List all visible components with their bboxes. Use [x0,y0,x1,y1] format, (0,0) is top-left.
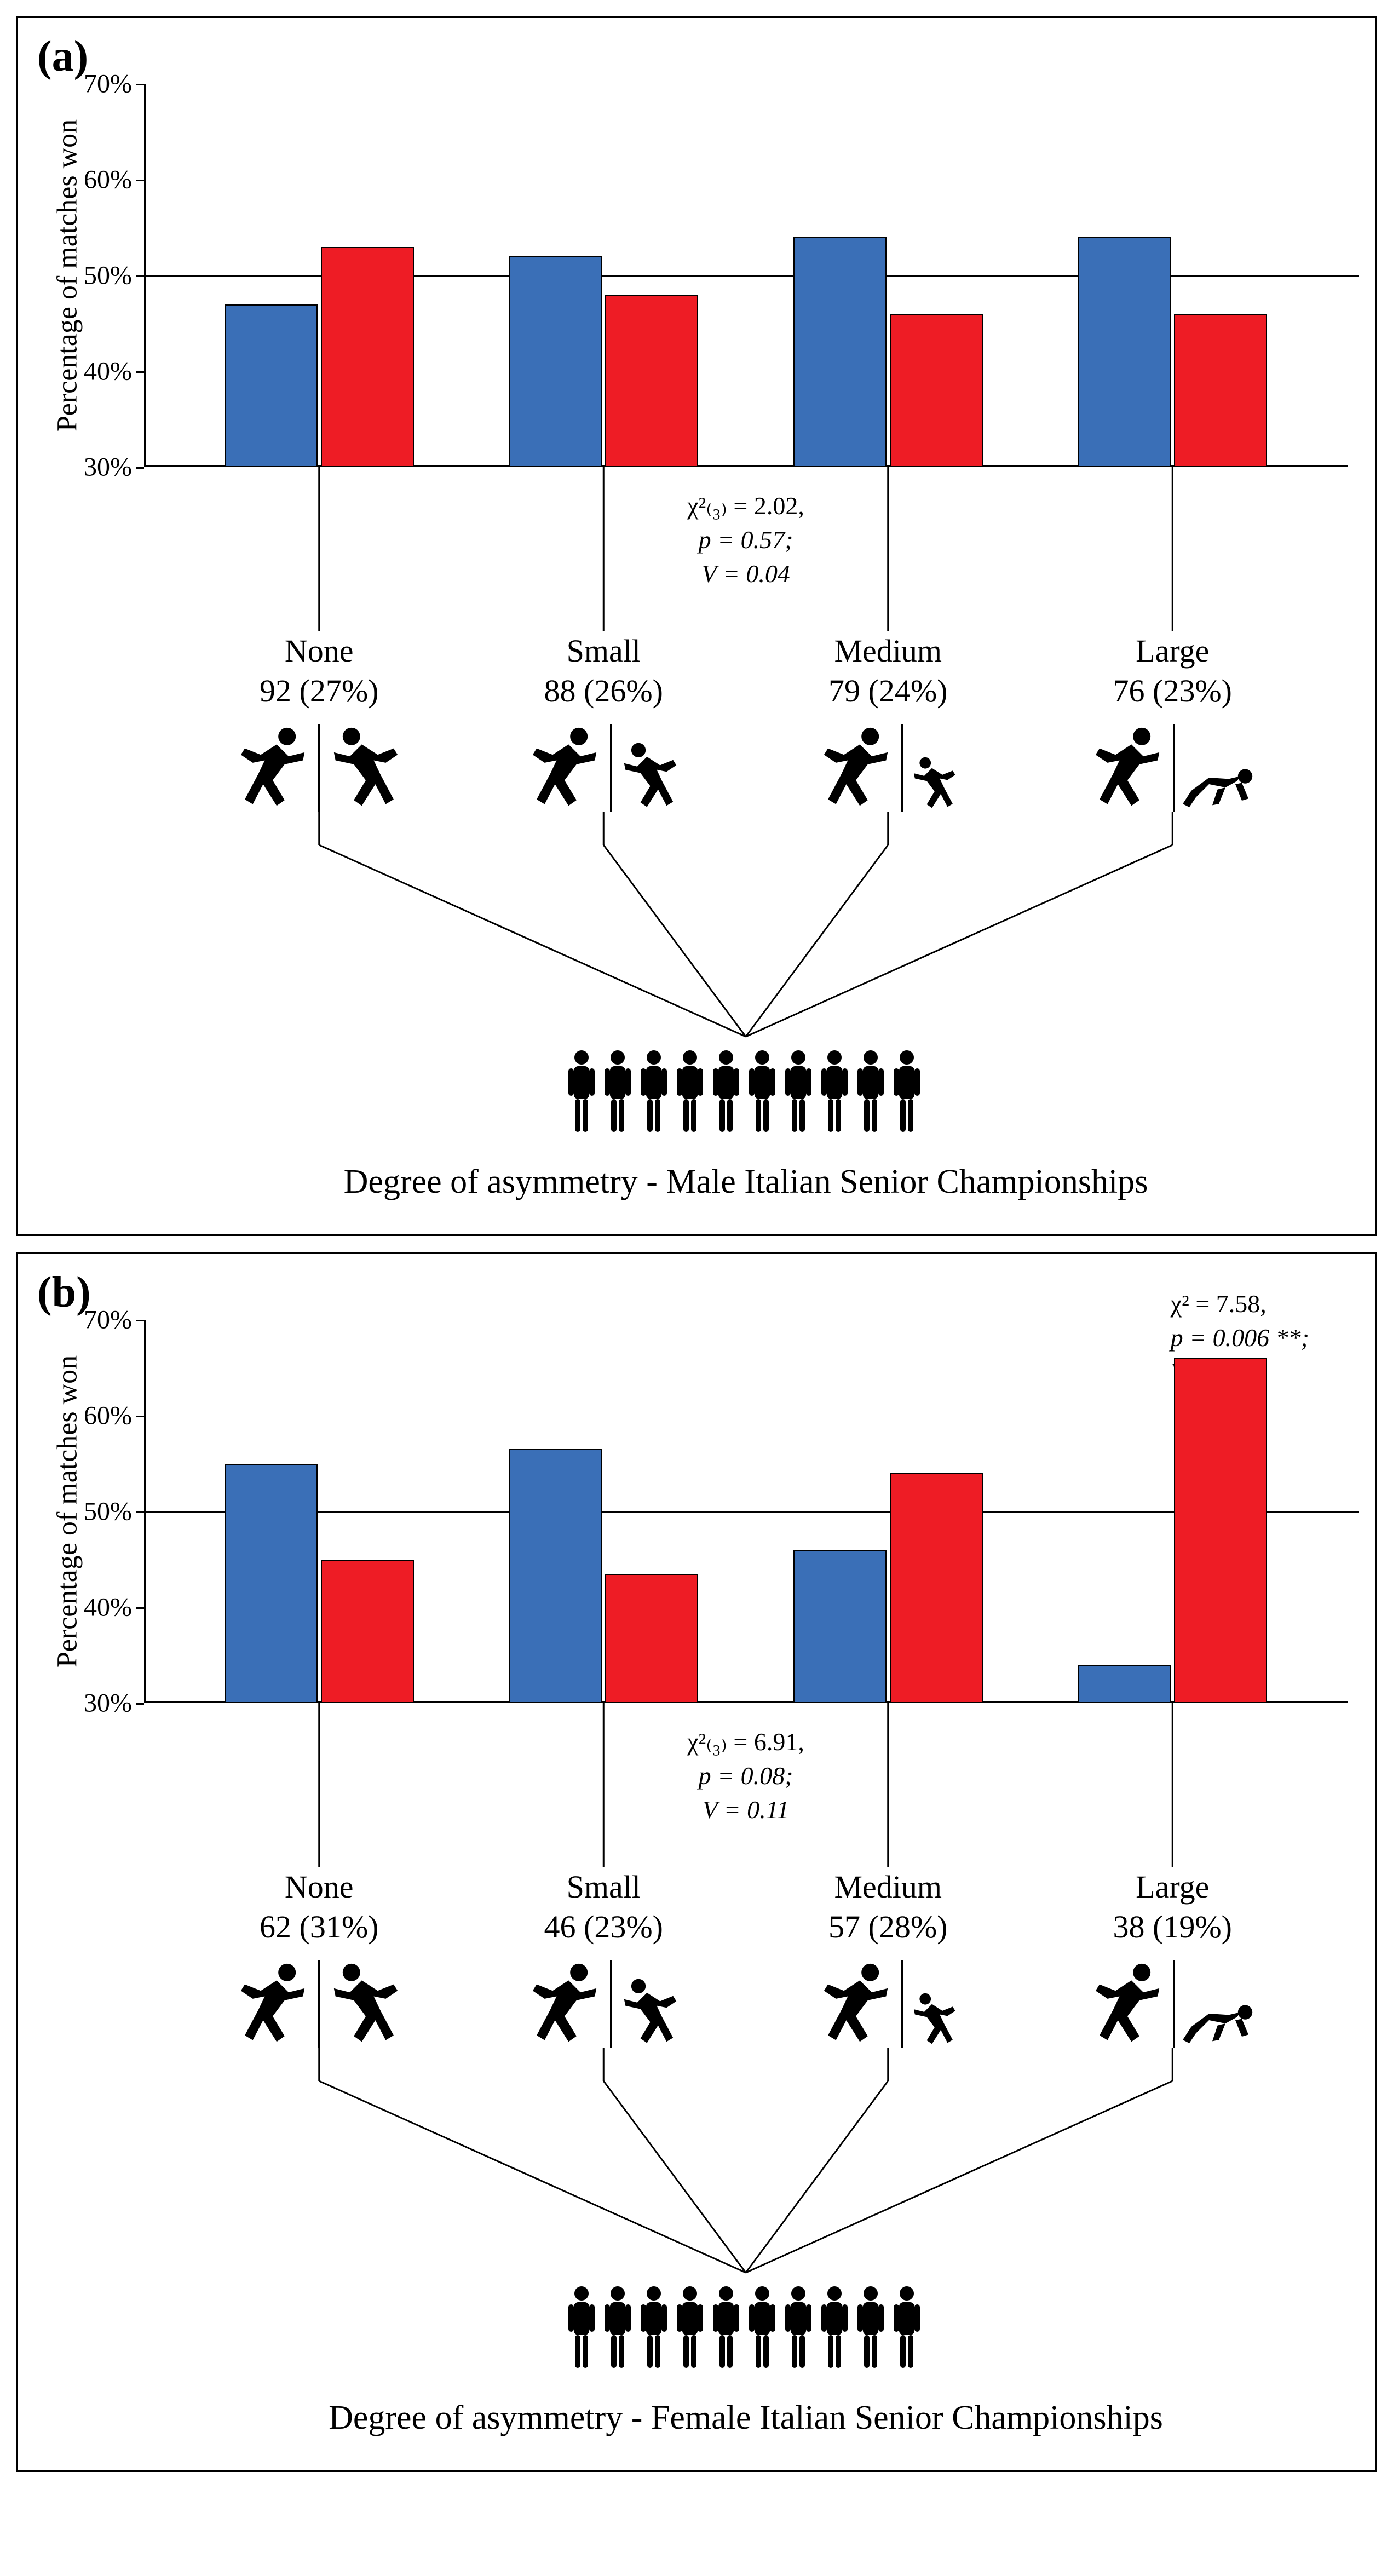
stats-chi2-b: χ²₍₃₎ = 6.91, [664,1725,828,1759]
runner-pair-icon [1074,725,1271,812]
red-bar [1174,1358,1267,1703]
connector-area-b: χ²₍₃₎ = 6.91, p = 0.08; V = 0.11 [144,1703,1348,1867]
group-icon-row-a [144,1048,1348,1146]
group-icon-b [549,2284,943,2382]
stats-v-b: V = 0.11 [664,1793,828,1827]
red-bar [321,1560,414,1704]
runner-pair-icon [505,725,702,812]
runner-pair-icon [221,725,418,812]
y-tick-label: 30% [84,1688,132,1718]
bar-group [793,84,983,467]
bar-group [1078,1320,1267,1703]
blue-bar [793,237,887,467]
panel-a-label: (a) [37,32,88,82]
connector-area-a: χ²₍₃₎ = 2.02, p = 0.57; V = 0.04 [144,467,1348,631]
caption-b: Degree of asymmetry - Female Italian Sen… [144,2399,1348,2437]
category-label: Small88 (26%) [505,631,702,711]
bar-group [225,1320,414,1703]
category-label: None92 (27%) [221,631,418,711]
panel-b: (b) χ² = 7.58, p = 0.006 **; V = 0.32; P… [16,1252,1377,2472]
panel-b-label: (b) [37,1268,91,1318]
y-tick-label: 40% [84,357,132,387]
bars-b [144,1320,1348,1703]
blue-bar [225,1464,318,1704]
converge-lines-b [144,2048,1348,2278]
bar-group [225,84,414,467]
chart-a: Percentage of matches won 30%40%50%60%70… [144,84,1348,467]
category-label: Large38 (19%) [1074,1867,1271,1947]
y-tick-label: 60% [84,1401,132,1431]
stats-chi2-a: χ²₍₃₎ = 2.02, [664,489,828,523]
converge-area-a [144,812,1348,1042]
runner-pair-icon [505,1960,702,2048]
y-axis-label-b: Percentage of matches won [51,1355,84,1668]
red-bar [890,314,983,467]
bars-a [144,84,1348,467]
stats-p-b: p = 0.08; [664,1759,828,1793]
icons-row-a [144,725,1348,812]
stats-p-a: p = 0.57; [664,523,828,557]
red-bar [1174,314,1267,467]
y-tick-label: 40% [84,1592,132,1623]
y-tick-label: 70% [84,1305,132,1335]
runner-pair-icon [790,1960,987,2048]
bar-group [1078,84,1267,467]
y-tick-label: 50% [84,1497,132,1527]
group-icon-row-b [144,2284,1348,2382]
stats-text-b: χ²₍₃₎ = 6.91, p = 0.08; V = 0.11 [664,1725,828,1827]
extra-chi2-b: χ² = 7.58, [1171,1287,1309,1321]
bar-group [509,84,698,467]
runner-pair-icon [790,725,987,812]
blue-bar [509,256,602,467]
icons-row-b [144,1960,1348,2048]
runner-pair-icon [221,1960,418,2048]
category-label: Large76 (23%) [1074,631,1271,711]
chart-b: Percentage of matches won 30%40%50%60%70… [144,1320,1348,1703]
blue-bar [509,1449,602,1703]
cat-labels-a: None92 (27%) Small88 (26%) Medium79 (24%) L… [144,631,1348,711]
panel-a: (a) Percentage of matches won 30%40%50%6… [16,16,1377,1236]
red-bar [890,1473,983,1703]
y-axis-label-a: Percentage of matches won [51,119,84,432]
stats-v-a: V = 0.04 [664,557,828,591]
converge-lines-a [144,812,1348,1042]
y-tick-label: 60% [84,165,132,195]
y-tick-label: 70% [84,69,132,99]
caption-a: Degree of asymmetry - Male Italian Senio… [144,1163,1348,1201]
blue-bar [1078,237,1171,467]
y-tick-label: 30% [84,452,132,482]
category-label: Medium57 (28%) [790,1867,987,1947]
group-icon-a [549,1048,943,1146]
category-label: Medium79 (24%) [790,631,987,711]
runner-pair-icon [1074,1960,1271,2048]
bar-group [793,1320,983,1703]
cat-labels-b: None62 (31%) Small46 (23%) Medium57 (28%) L… [144,1867,1348,1947]
blue-bar [225,304,318,468]
red-bar [321,247,414,468]
stats-text-a: χ²₍₃₎ = 2.02, p = 0.57; V = 0.04 [664,489,828,591]
category-label: None62 (31%) [221,1867,418,1947]
category-label: Small46 (23%) [505,1867,702,1947]
blue-bar [793,1550,887,1703]
bar-group [509,1320,698,1703]
red-bar [605,295,698,467]
y-tick-label: 50% [84,261,132,291]
blue-bar [1078,1665,1171,1703]
red-bar [605,1574,698,1703]
converge-area-b [144,2048,1348,2278]
